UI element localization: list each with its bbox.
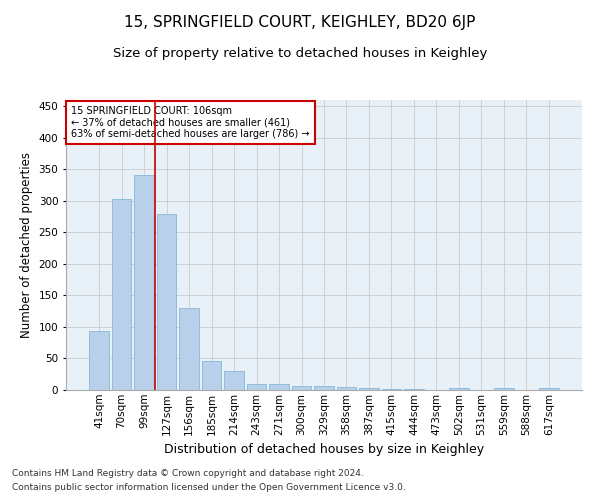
Bar <box>292 386 311 390</box>
Bar <box>202 361 221 390</box>
Bar <box>359 388 379 390</box>
Bar <box>157 214 176 390</box>
Text: 15, SPRINGFIELD COURT, KEIGHLEY, BD20 6JP: 15, SPRINGFIELD COURT, KEIGHLEY, BD20 6J… <box>124 15 476 30</box>
Bar <box>247 384 266 390</box>
Y-axis label: Number of detached properties: Number of detached properties <box>20 152 33 338</box>
Text: Contains HM Land Registry data © Crown copyright and database right 2024.: Contains HM Land Registry data © Crown c… <box>12 468 364 477</box>
Bar <box>134 175 154 390</box>
Text: Size of property relative to detached houses in Keighley: Size of property relative to detached ho… <box>113 48 487 60</box>
Bar <box>269 384 289 390</box>
Bar <box>179 308 199 390</box>
Bar <box>89 332 109 390</box>
Bar <box>314 386 334 390</box>
X-axis label: Distribution of detached houses by size in Keighley: Distribution of detached houses by size … <box>164 443 484 456</box>
Text: 15 SPRINGFIELD COURT: 106sqm
← 37% of detached houses are smaller (461)
63% of s: 15 SPRINGFIELD COURT: 106sqm ← 37% of de… <box>71 106 310 139</box>
Bar <box>539 388 559 390</box>
Bar <box>449 388 469 390</box>
Bar <box>337 387 356 390</box>
Bar <box>112 199 131 390</box>
Text: Contains public sector information licensed under the Open Government Licence v3: Contains public sector information licen… <box>12 484 406 492</box>
Bar <box>494 388 514 390</box>
Bar <box>224 371 244 390</box>
